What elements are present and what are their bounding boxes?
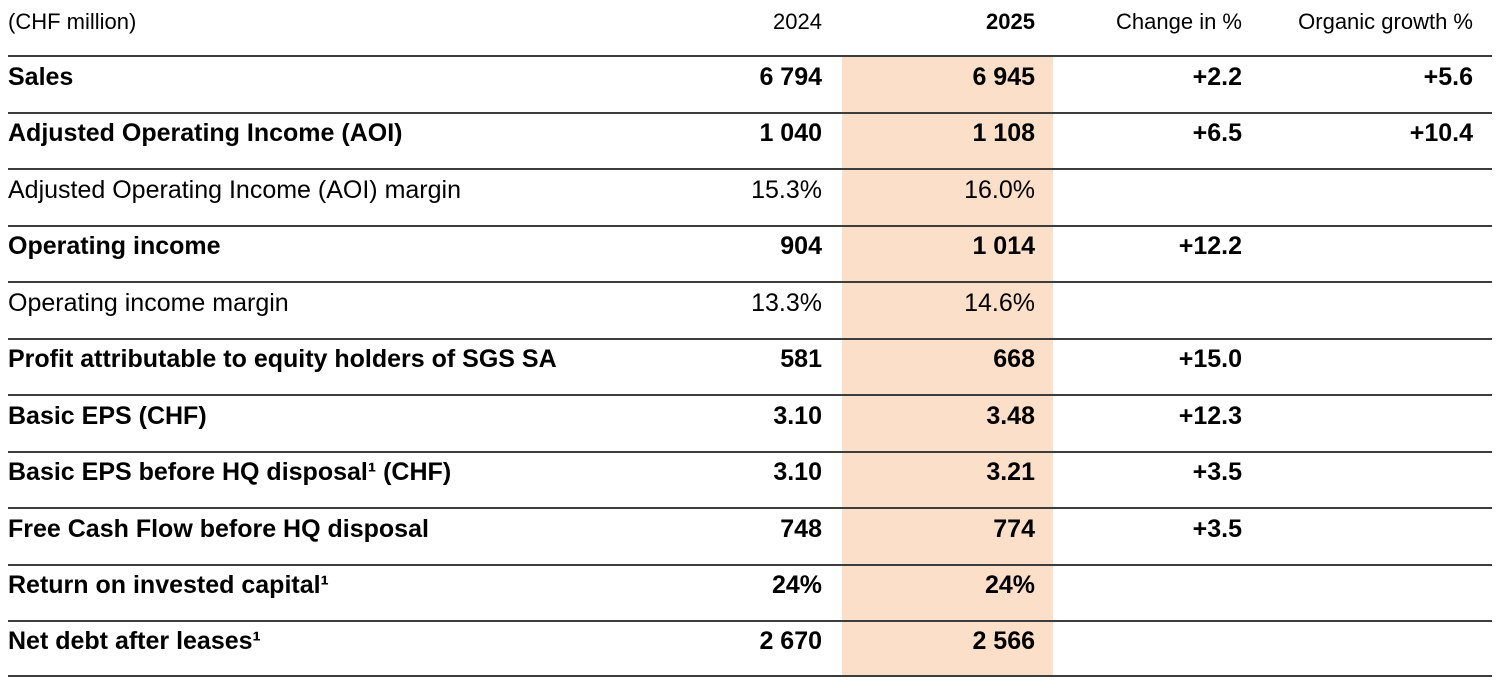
- cell-organic: [1242, 473, 1492, 487]
- cell-organic: [1242, 303, 1492, 317]
- row-label: Operating income margin: [8, 288, 289, 317]
- cell-organic: [1242, 416, 1492, 430]
- table-row-basic-eps-before-hq-disposal: Basic EPS before HQ disposal¹ (CHF) 3.10…: [8, 450, 1492, 507]
- row-label: Basic EPS (CHF): [8, 401, 207, 430]
- column-header-2025: 2025: [986, 8, 1035, 34]
- cell-2025-highlighted: 774: [842, 509, 1053, 564]
- column-spacer: [822, 641, 842, 655]
- cell-2025-highlighted: 24%: [842, 565, 1053, 620]
- column-spacer: [822, 586, 842, 600]
- table-row-profit-attributable: Profit attributable to equity holders of…: [8, 337, 1492, 394]
- cell-2025-highlighted: 3.48: [842, 396, 1053, 451]
- cell-organic: +5.6: [1423, 62, 1473, 91]
- cell-2024: 13.3%: [751, 288, 822, 317]
- cell-organic: [1242, 360, 1492, 374]
- table-row-operating-income-margin: Operating income margin 13.3% 14.6%: [8, 281, 1492, 338]
- table-row-net-debt-after-leases: Net debt after leases¹ 2 670 2 566: [8, 620, 1492, 677]
- table-row-return-on-invested-capital: Return on invested capital¹ 24% 24%: [8, 563, 1492, 620]
- cell-change: +2.2: [1192, 62, 1242, 91]
- table-header-row: (CHF million) 2024 2025 Change in % Orga…: [8, 0, 1492, 55]
- cell-2024: 24%: [771, 571, 822, 600]
- cell-2025-highlighted: 1 108: [842, 113, 1053, 168]
- cell-2024: 748: [780, 514, 822, 543]
- column-spacer: [822, 416, 842, 430]
- row-label: Profit attributable to equity holders of…: [8, 345, 557, 374]
- row-label: Free Cash Flow before HQ disposal: [8, 514, 429, 543]
- column-spacer: [822, 529, 842, 543]
- cell-organic: [1242, 641, 1492, 655]
- cell-change: [1053, 190, 1242, 204]
- column-header-2024: 2024: [773, 8, 822, 34]
- cell-2025-highlighted: 16.0%: [842, 170, 1053, 225]
- cell-change: +12.3: [1178, 401, 1242, 430]
- row-label: Basic EPS before HQ disposal¹ (CHF): [8, 458, 452, 487]
- row-label: Adjusted Operating Income (AOI) margin: [8, 175, 461, 204]
- cell-2025-highlighted: 14.6%: [842, 283, 1053, 338]
- financial-results-table: (CHF million) 2024 2025 Change in % Orga…: [8, 0, 1492, 677]
- column-spacer: [822, 190, 842, 204]
- cell-change: +3.5: [1192, 514, 1242, 543]
- cell-2024: 3.10: [773, 401, 822, 430]
- row-label: Operating income: [8, 232, 221, 261]
- row-label: Net debt after leases¹: [8, 626, 261, 655]
- column-spacer: [822, 360, 842, 374]
- column-spacer: [822, 303, 842, 317]
- cell-organic: [1242, 190, 1492, 204]
- table-row-sales: Sales 6 794 6 945 +2.2 +5.6: [8, 55, 1492, 112]
- table-row-aoi-margin: Adjusted Operating Income (AOI) margin 1…: [8, 168, 1492, 225]
- cell-2025-highlighted: 3.21: [842, 452, 1053, 507]
- row-label: Return on invested capital¹: [8, 571, 329, 600]
- column-header-change: Change in %: [1116, 8, 1242, 34]
- cell-change: [1053, 303, 1242, 317]
- row-label: Adjusted Operating Income (AOI): [8, 119, 403, 148]
- cell-2024: 2 670: [759, 626, 822, 655]
- table-row-operating-income: Operating income 904 1 014 +12.2: [8, 224, 1492, 281]
- cell-2025-highlighted: 2 566: [842, 622, 1053, 675]
- column-spacer: [822, 22, 842, 34]
- cell-change: [1053, 641, 1242, 655]
- cell-organic: +10.4: [1409, 119, 1473, 148]
- cell-organic: [1242, 247, 1492, 261]
- cell-2024: 15.3%: [751, 175, 822, 204]
- table-row-basic-eps: Basic EPS (CHF) 3.10 3.48 +12.3: [8, 394, 1492, 451]
- column-spacer: [822, 77, 842, 91]
- cell-organic: [1242, 586, 1492, 600]
- column-spacer: [822, 134, 842, 148]
- unit-label: (CHF million): [8, 8, 137, 34]
- cell-2025-highlighted: 6 945: [842, 57, 1053, 112]
- cell-2025-highlighted: 668: [842, 339, 1053, 394]
- cell-2024: 581: [780, 345, 822, 374]
- cell-2024: 6 794: [759, 62, 822, 91]
- cell-organic: [1242, 529, 1492, 543]
- table-row-adjusted-operating-income: Adjusted Operating Income (AOI) 1 040 1 …: [8, 111, 1492, 168]
- cell-2024: 1 040: [759, 119, 822, 148]
- column-spacer: [822, 473, 842, 487]
- cell-change: +12.2: [1178, 232, 1242, 261]
- column-spacer: [822, 247, 842, 261]
- cell-2024: 904: [780, 232, 822, 261]
- cell-change: +6.5: [1192, 119, 1242, 148]
- row-label: Sales: [8, 62, 74, 91]
- cell-2025-highlighted: 1 014: [842, 226, 1053, 281]
- cell-2024: 3.10: [773, 458, 822, 487]
- cell-change: +3.5: [1192, 458, 1242, 487]
- cell-change: [1053, 586, 1242, 600]
- cell-change: +15.0: [1178, 345, 1242, 374]
- table-row-free-cash-flow: Free Cash Flow before HQ disposal 748 77…: [8, 507, 1492, 564]
- column-header-organic: Organic growth %: [1298, 8, 1473, 34]
